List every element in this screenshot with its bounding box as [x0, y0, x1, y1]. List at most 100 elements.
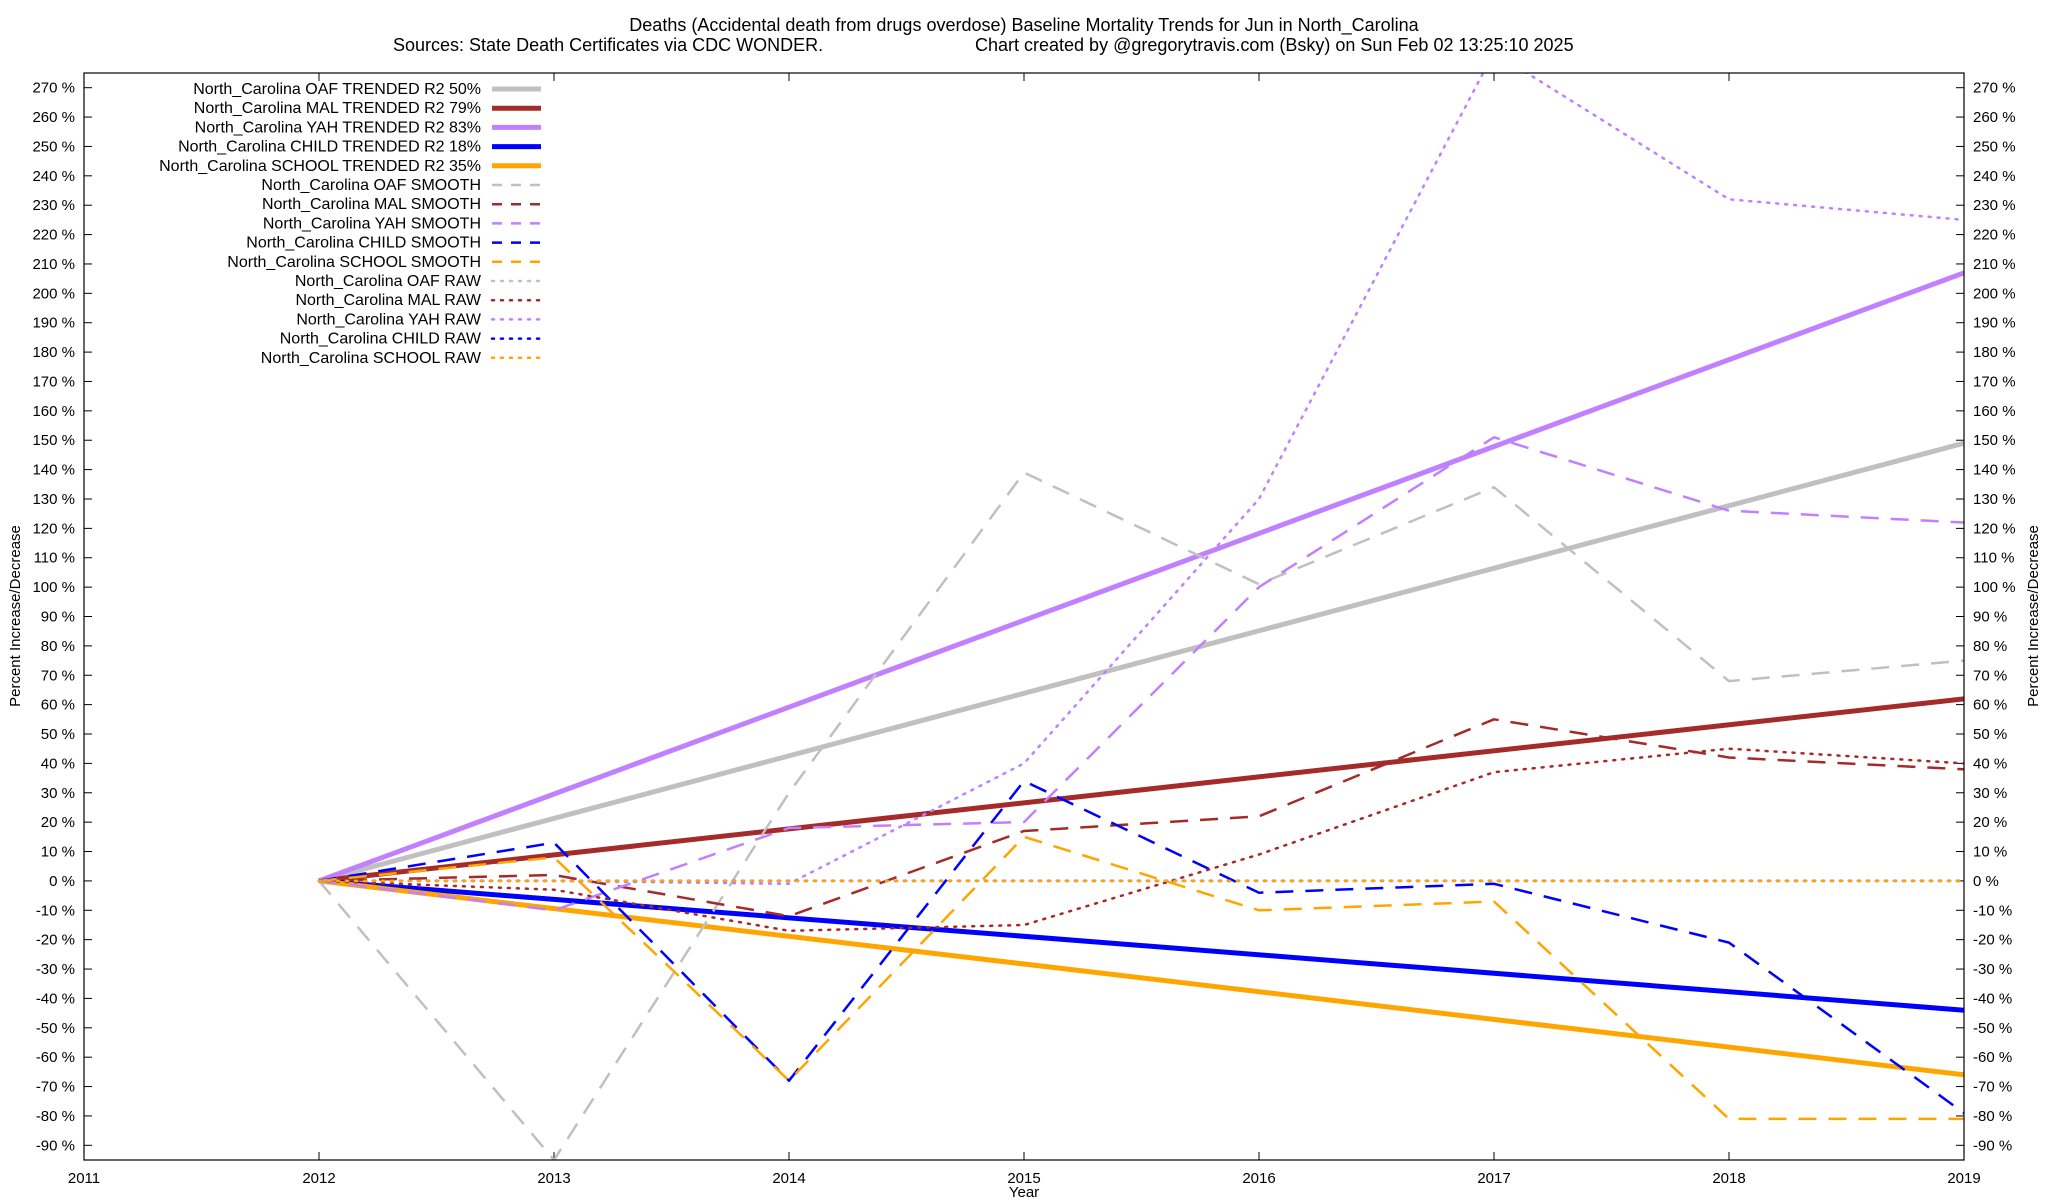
y-tick-label-right: 190 % — [1973, 315, 2016, 332]
y-tick-label-left: 180 % — [32, 344, 75, 361]
legend-label: North_Carolina CHILD SMOOTH — [246, 235, 481, 252]
y-tick-label-left: 30 % — [41, 785, 75, 802]
series-line-5 — [318, 878, 1964, 1078]
y-tick-label-left: 20 % — [41, 814, 75, 831]
x-tick-label: 2017 — [1477, 1170, 1510, 1187]
y-tick-label-right: -30 % — [1973, 961, 2012, 978]
legend-label: North_Carolina MAL RAW — [295, 292, 481, 309]
y-tick-label-right: 230 % — [1973, 197, 2016, 214]
x-tick-label: 2018 — [1712, 1170, 1745, 1187]
y-tick-label-right: -50 % — [1973, 1020, 2012, 1037]
y-tick-label-left: 240 % — [32, 168, 75, 185]
legend-label: North_Carolina YAH RAW — [296, 311, 482, 328]
y-tick-label-right: 110 % — [1973, 550, 2014, 567]
axis-ticks: 2011 2012 2013 2014 2015 2016 2017 2018 2019 -90 … — [32, 73, 2016, 1187]
y-tick-label-right: 40 % — [1973, 755, 2007, 772]
y-tick-label-left: -50 % — [36, 1020, 75, 1037]
y-tick-label-left: 0 % — [49, 873, 75, 890]
y-tick-label-left: 150 % — [32, 432, 75, 449]
y-tick-label-left: -90 % — [36, 1137, 75, 1154]
series-line-8 — [318, 436, 1964, 912]
y-tick-label-right: 250 % — [1973, 138, 2016, 155]
y-tick-label-right: 100 % — [1973, 579, 2016, 596]
series-line-9 — [318, 779, 1964, 1115]
y-tick-label-left: 70 % — [41, 667, 75, 684]
x-tick-label: 2013 — [537, 1170, 570, 1187]
x-tick-label: 2011 — [68, 1170, 100, 1187]
y-tick-label-right: 150 % — [1973, 432, 2016, 449]
x-axis-label: Year — [1009, 1184, 1039, 1200]
legend-label: North_Carolina SCHOOL RAW — [261, 350, 482, 367]
y-tick-label-left: 50 % — [41, 726, 75, 743]
legend-label: North_Carolina SCHOOL TRENDED R2 35% — [159, 158, 481, 175]
y-tick-label-left: 190 % — [32, 315, 75, 332]
y-tick-label-right: -70 % — [1973, 1079, 2012, 1096]
y-tick-label-left: 250 % — [32, 138, 75, 155]
x-tick-label: 2014 — [772, 1170, 805, 1187]
series-line-2 — [318, 696, 1964, 884]
y-tick-label-left: -80 % — [36, 1108, 75, 1125]
y-tick-label-left: 160 % — [32, 403, 75, 420]
y-tick-label-right: 270 % — [1973, 80, 2016, 97]
legend-label: North_Carolina CHILD TRENDED R2 18% — [178, 139, 481, 156]
y-tick-label-right: 260 % — [1973, 109, 2016, 126]
y-tick-label-right: 210 % — [1973, 256, 2016, 273]
y-tick-label-left: 90 % — [41, 609, 75, 626]
y-tick-label-left: -30 % — [36, 961, 75, 978]
chart-title: Deaths (Accidental death from drugs over… — [629, 15, 1419, 36]
y-tick-label-left: 260 % — [32, 109, 75, 126]
y-tick-label-right: -80 % — [1973, 1108, 2012, 1125]
y-tick-label-left: -60 % — [36, 1049, 75, 1066]
series-line-13 — [317, 73, 1964, 886]
y-tick-label-right: 170 % — [1973, 373, 2016, 390]
y-tick-label-left: 60 % — [41, 697, 75, 714]
y-tick-label-right: 90 % — [1973, 609, 2007, 626]
series-line-12 — [317, 747, 1964, 933]
series-line-7 — [318, 718, 1964, 918]
legend-label: North_Carolina CHILD RAW — [280, 331, 482, 348]
y-axis-label-right: Percent Increase/Decrease — [2025, 525, 2042, 707]
y-tick-label-left: 130 % — [32, 491, 75, 508]
x-tick-label: 2012 — [302, 1170, 335, 1187]
y-tick-label-left: 220 % — [32, 227, 75, 244]
series-line-6 — [318, 471, 1964, 1160]
y-tick-label-left: 270 % — [32, 80, 75, 97]
y-tick-label-right: 50 % — [1973, 726, 2007, 743]
legend-label: North_Carolina MAL TRENDED R2 79% — [194, 100, 481, 117]
y-tick-label-right: -20 % — [1973, 932, 2012, 949]
y-tick-label-left: 40 % — [41, 755, 75, 772]
y-tick-label-right: -40 % — [1973, 990, 2012, 1007]
y-tick-label-left: 120 % — [32, 520, 75, 537]
y-tick-label-right: 60 % — [1973, 697, 2007, 714]
series-line-10 — [318, 835, 1964, 1121]
plot-frame — [83, 72, 1965, 1161]
chart-sources: Sources: State Death Certificates via CD… — [393, 35, 823, 55]
y-tick-label-right: 180 % — [1973, 344, 2016, 361]
series-line-3 — [318, 270, 1964, 884]
y-tick-label-right: 0 % — [1973, 873, 1999, 890]
y-tick-label-right: 80 % — [1973, 638, 2007, 655]
y-tick-label-right: 70 % — [1973, 667, 2007, 684]
y-tick-label-right: 30 % — [1973, 785, 2007, 802]
y-tick-label-left: -40 % — [36, 990, 75, 1007]
legend: North_Carolina OAF TRENDED R2 50% North_C… — [159, 81, 543, 367]
y-tick-label-left: 210 % — [32, 256, 75, 273]
x-tick-label: 2015 — [1007, 1170, 1040, 1187]
y-axis-label-left: Percent Increase/Decrease — [7, 525, 24, 707]
y-tick-label-right: 240 % — [1973, 168, 2016, 185]
legend-label: North_Carolina OAF RAW — [295, 273, 482, 290]
y-tick-label-right: 10 % — [1973, 844, 2007, 861]
legend-label: North_Carolina OAF TRENDED R2 50% — [193, 81, 481, 98]
y-tick-label-left: 230 % — [32, 197, 75, 214]
y-tick-label-left: -10 % — [36, 902, 75, 919]
series-line-4 — [318, 878, 1964, 1013]
x-tick-label: 2019 — [1947, 1170, 1980, 1187]
y-tick-label-right: 20 % — [1973, 814, 2007, 831]
y-tick-label-right: 140 % — [1973, 462, 2016, 479]
y-tick-label-right: 220 % — [1973, 227, 2016, 244]
y-tick-label-left: 80 % — [41, 638, 75, 655]
legend-label: North_Carolina SCHOOL SMOOTH — [227, 254, 481, 271]
series-lines — [317, 73, 1964, 1160]
y-tick-label-left: 170 % — [32, 373, 75, 390]
y-tick-label-right: 120 % — [1973, 520, 2016, 537]
